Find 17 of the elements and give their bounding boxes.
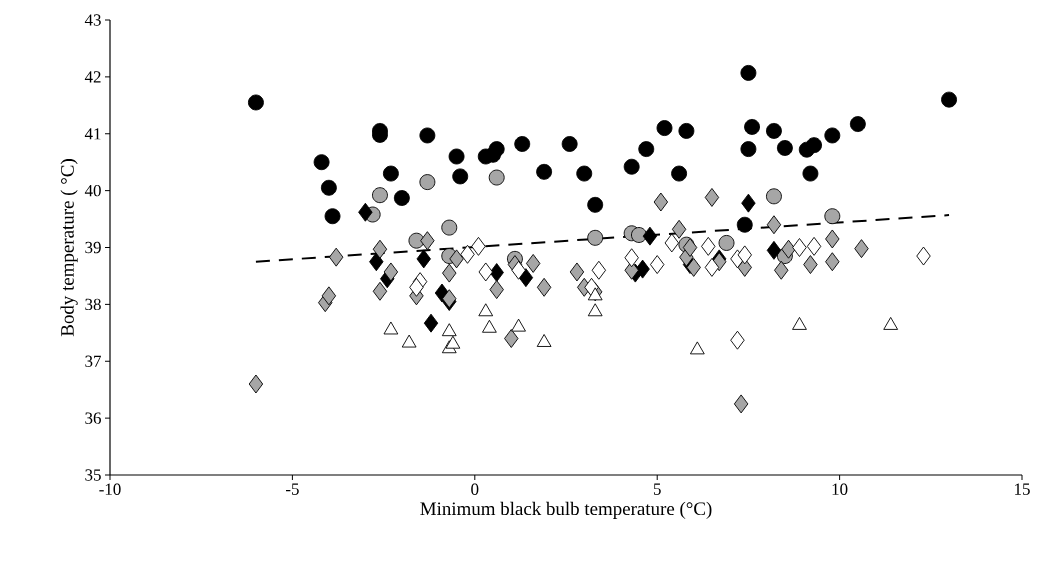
y-tick-label: 35 [85, 469, 101, 481]
x-tick-label: -5 [285, 483, 299, 495]
y-tick-label: 38 [85, 298, 101, 311]
y-tick-label: 41 [84, 128, 101, 140]
y-tick-label: 39 [85, 241, 101, 254]
x-tick-label: -10 [99, 483, 121, 495]
x-axis-title: Minimum black bulb temperature (°C) [420, 501, 712, 519]
y-tick-label: 42 [84, 71, 101, 83]
y-tick-label: 40 [84, 184, 101, 197]
y-tick-label: 43 [84, 14, 101, 26]
y-axis-title: Body temperature ( °C) [60, 159, 78, 337]
x-tick-label: 5 [653, 483, 661, 495]
x-tick-label: 0 [471, 483, 479, 495]
y-tick-label: 36 [85, 412, 101, 424]
x-tick-label: 10 [832, 483, 848, 495]
y-tick-label: 37 [85, 355, 101, 367]
x-tick-label: 15 [1015, 483, 1030, 495]
